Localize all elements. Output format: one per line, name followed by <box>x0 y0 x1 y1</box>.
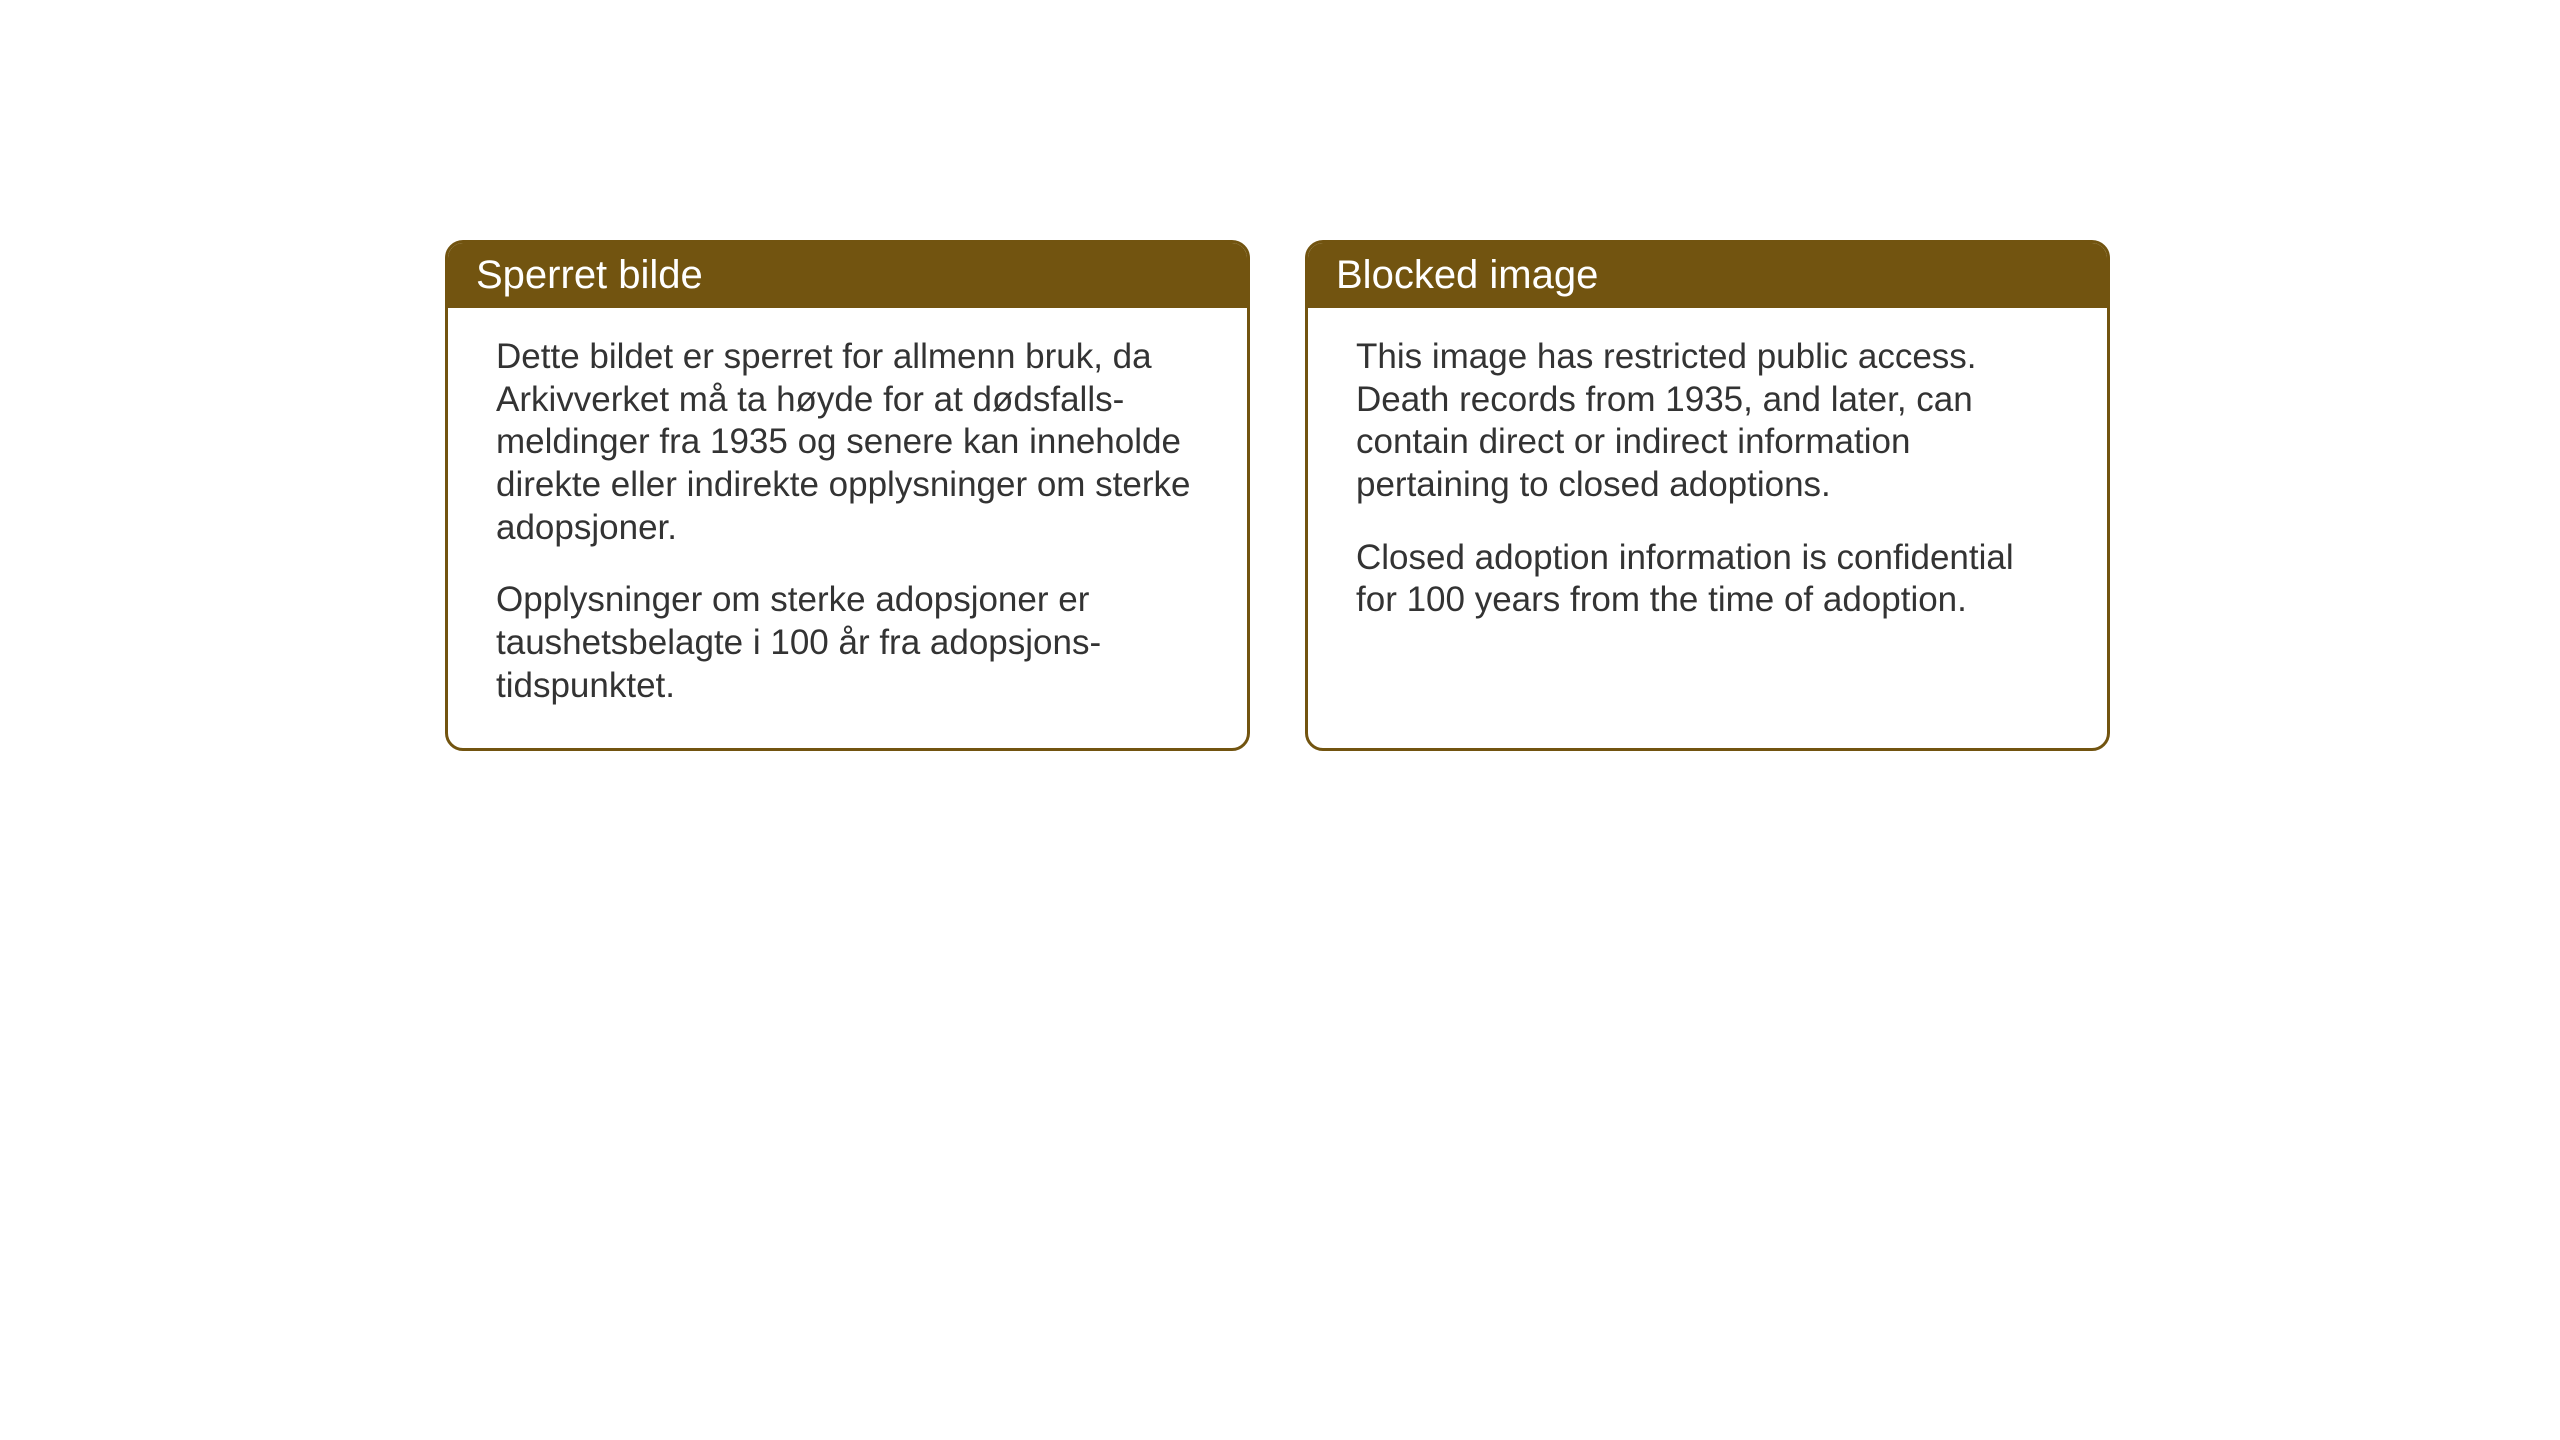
norwegian-card: Sperret bilde Dette bildet er sperret fo… <box>445 240 1250 751</box>
norwegian-card-body: Dette bildet er sperret for allmenn bruk… <box>448 308 1247 748</box>
norwegian-card-title: Sperret bilde <box>448 243 1247 308</box>
english-card: Blocked image This image has restricted … <box>1305 240 2110 751</box>
english-paragraph-2: Closed adoption information is confident… <box>1356 537 2059 622</box>
english-paragraph-1: This image has restricted public access.… <box>1356 336 2059 507</box>
english-card-title: Blocked image <box>1308 243 2107 308</box>
english-card-body: This image has restricted public access.… <box>1308 308 2107 708</box>
norwegian-paragraph-1: Dette bildet er sperret for allmenn bruk… <box>496 336 1199 549</box>
norwegian-paragraph-2: Opplysninger om sterke adopsjoner er tau… <box>496 579 1199 707</box>
cards-container: Sperret bilde Dette bildet er sperret fo… <box>445 240 2110 751</box>
